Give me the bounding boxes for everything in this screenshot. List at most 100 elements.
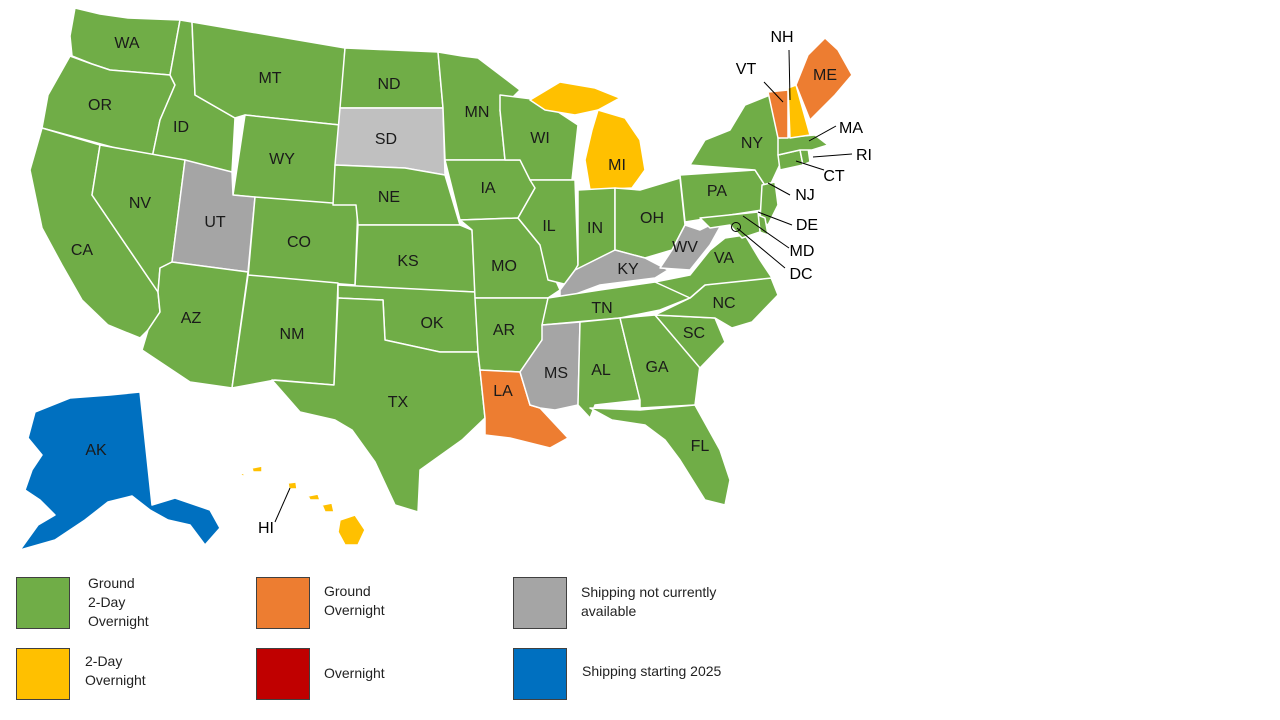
state-label-ut: UT	[204, 214, 226, 231]
state-label-ky: KY	[617, 261, 639, 278]
leader-line	[767, 182, 791, 196]
legend-line: Shipping not currently	[581, 584, 717, 600]
state-label-fl: FL	[691, 438, 710, 455]
state-label-nd: ND	[377, 76, 400, 93]
state-label-la: LA	[493, 383, 513, 400]
state-label-ks: KS	[397, 253, 418, 270]
state-label-tn: TN	[591, 300, 612, 317]
leader-line	[757, 211, 793, 226]
state-TX[interactable]	[271, 297, 486, 513]
state-label-de: DE	[796, 217, 818, 234]
leader-line	[812, 153, 853, 158]
state-HI[interactable]	[239, 465, 366, 546]
state-ME[interactable]	[795, 37, 853, 121]
state-label-il: IL	[542, 218, 555, 235]
state-labels: WA OR CA ID NV MT WY UT AZ CO NM ND SD NE KS OK TX MN IA MO…	[71, 29, 872, 537]
leader-line	[742, 215, 790, 249]
legend-line: Ground	[88, 575, 135, 591]
legend-swatch-gray	[513, 577, 567, 629]
state-label-mi: MI	[608, 157, 626, 174]
legend-swatch-orange	[256, 577, 310, 629]
state-label-hi: HI	[258, 520, 274, 537]
state-label-co: CO	[287, 234, 311, 251]
leader-line	[788, 49, 791, 101]
legend-label: Shipping not currently available	[581, 583, 716, 621]
legend-item-overnight: Overnight	[256, 648, 496, 704]
state-label-pa: PA	[707, 183, 727, 200]
state-label-dc: DC	[789, 266, 812, 283]
state-IL[interactable]	[517, 179, 579, 286]
legend-swatch-red	[256, 648, 310, 700]
legend-line: 2-Day	[88, 594, 126, 610]
state-label-az: AZ	[181, 310, 202, 327]
state-NH[interactable]	[787, 84, 811, 139]
state-label-mo: MO	[491, 258, 517, 275]
leader-line	[763, 81, 784, 103]
leader-line	[808, 125, 837, 142]
state-label-sd: SD	[375, 131, 397, 148]
state-label-al: AL	[591, 362, 611, 379]
legend-line: Overnight	[324, 602, 385, 618]
legend-line: Shipping starting 2025	[582, 663, 722, 679]
state-label-ri: RI	[856, 147, 872, 164]
legend-line: Overnight	[324, 665, 385, 681]
state-label-me: ME	[813, 67, 837, 84]
state-label-nj: NJ	[795, 187, 815, 204]
state-label-ga: GA	[645, 359, 668, 376]
state-label-ny: NY	[741, 135, 764, 152]
legend-label: 2-Day Overnight	[85, 652, 146, 690]
legend-item-not-available: Shipping not currently available	[513, 577, 753, 633]
state-label-or: OR	[88, 97, 112, 114]
state-label-ct: CT	[823, 168, 845, 185]
leader-line	[274, 487, 291, 523]
state-label-ne: NE	[378, 189, 400, 206]
legend-item-ground-overnight: Ground Overnight	[256, 577, 496, 633]
leader-line	[795, 160, 825, 171]
state-label-ok: OK	[420, 315, 443, 332]
state-label-nc: NC	[712, 295, 735, 312]
state-AK[interactable]	[19, 391, 221, 551]
state-label-vt: VT	[736, 61, 757, 78]
legend-swatch-yellow	[16, 648, 70, 700]
state-label-ia: IA	[480, 180, 495, 197]
legend-swatch-blue	[513, 648, 567, 700]
state-label-wi: WI	[530, 130, 550, 147]
state-label-ca: CA	[71, 242, 94, 259]
legend-label: Ground Overnight	[324, 582, 385, 620]
state-label-sc: SC	[683, 325, 705, 342]
state-label-nv: NV	[129, 195, 152, 212]
legend-label: Ground 2-Day Overnight	[88, 574, 149, 631]
legend-line: 2-Day	[85, 653, 123, 669]
legend-line: Overnight	[88, 613, 149, 629]
state-label-in: IN	[587, 220, 603, 237]
legend-swatch-green	[16, 577, 70, 629]
state-label-mn: MN	[465, 104, 490, 121]
legend-item-starting-2025: Shipping starting 2025	[513, 648, 753, 704]
state-label-oh: OH	[640, 210, 664, 227]
state-label-md: MD	[790, 243, 815, 260]
state-label-ak: AK	[85, 442, 107, 459]
leader-line	[736, 227, 786, 269]
state-VA[interactable]	[654, 234, 773, 299]
leader-lines	[274, 49, 853, 523]
state-label-mt: MT	[258, 70, 281, 87]
state-label-ms: MS	[544, 365, 568, 382]
state-MI-lower[interactable]	[584, 109, 646, 191]
legend-line: Ground	[324, 583, 371, 599]
state-FL[interactable]	[589, 404, 731, 506]
state-DC[interactable]	[731, 222, 741, 232]
legend-line: available	[581, 603, 637, 619]
state-MA[interactable]	[777, 134, 829, 156]
state-MI[interactable]	[529, 81, 621, 116]
state-label-tx: TX	[388, 394, 409, 411]
state-label-ma: MA	[839, 120, 863, 137]
state-label-wa: WA	[114, 35, 140, 52]
legend-label: Shipping starting 2025	[582, 662, 721, 681]
legend-label: Overnight	[324, 664, 385, 683]
legend-item-ground-2day-overnight: Ground 2-Day Overnight	[16, 574, 256, 633]
state-label-nm: NM	[280, 326, 305, 343]
state-label-ar: AR	[493, 322, 515, 339]
state-label-wv: WV	[672, 239, 698, 256]
state-label-id: ID	[173, 119, 189, 136]
